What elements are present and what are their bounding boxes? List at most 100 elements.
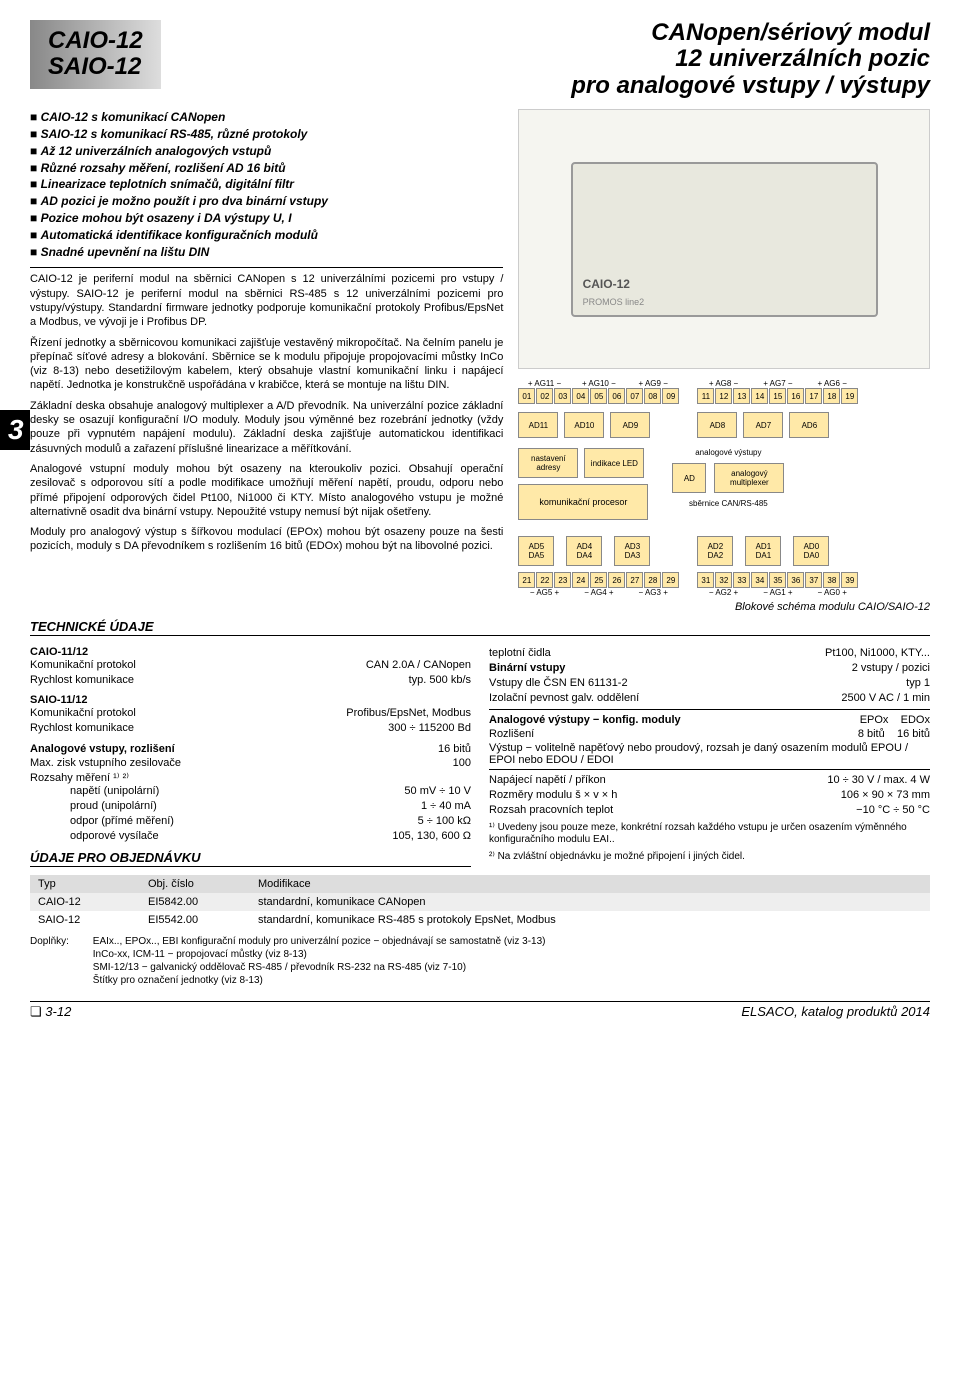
addons: Doplňky: EAIx.., EPOx.., EBI konfiguračn…: [30, 935, 930, 987]
terminal: 08: [644, 388, 661, 404]
feature-item: SAIO-12 s komunikací RS-485, různé proto…: [30, 126, 503, 143]
adda-box: AD2DA2: [697, 536, 733, 566]
body-text: CAIO-12 je periferní modul na sběrnici C…: [30, 272, 503, 553]
terminal: 16: [787, 388, 804, 404]
terminal: 38: [823, 572, 840, 588]
order-col-mod: Modifikace: [250, 875, 930, 893]
page-number: 3-12: [30, 1004, 71, 1020]
title-line-3: pro analogové vstupy / výstupy: [171, 73, 930, 99]
feature-item: AD pozici je možno použít i pro dva biná…: [30, 193, 503, 210]
title-line-2: 12 univerzálních pozic: [171, 46, 930, 72]
device-image: [571, 162, 878, 317]
page-title: CANopen/sériový modul 12 univerzálních p…: [161, 20, 930, 99]
title-line-1: CANopen/sériový modul: [171, 20, 930, 46]
addon-line: Štítky pro označení jednotky (viz 8-13): [93, 974, 923, 987]
ag-label: + AG10 −: [573, 379, 625, 388]
paragraph: Analogové vstupní moduly mohou být osaze…: [30, 462, 503, 519]
addr-box: nastavení adresy: [518, 448, 578, 478]
tech-group-title: CAIO-11/12: [30, 646, 471, 658]
ao-note: Výstup − volitelně napěťový nebo proudov…: [489, 742, 930, 766]
tech-col-left: CAIO-11/12 Komunikační protokolCAN 2.0A …: [30, 646, 471, 870]
ag-label: + AG8 −: [697, 379, 749, 388]
order-row: SAIO-12EI5542.00standardní, komunikace R…: [30, 911, 930, 929]
terminal: 03: [554, 388, 571, 404]
section-header-order: ÚDAJE PRO OBJEDNÁVKU: [30, 850, 471, 867]
terminal: 22: [536, 572, 553, 588]
model-box: CAIO-12 SAIO-12: [30, 20, 161, 89]
adda-box: AD1DA1: [745, 536, 781, 566]
feature-list: CAIO-12 s komunikací CANopen SAIO-12 s k…: [30, 109, 503, 260]
feature-item: Až 12 univerzálních analogových vstupů: [30, 143, 503, 160]
ag-label: − AG4 +: [573, 588, 625, 597]
adda-box: AD5DA5: [518, 536, 554, 566]
terminal: 27: [626, 572, 643, 588]
ad-box: AD7: [743, 412, 783, 438]
terminal: 04: [572, 388, 589, 404]
bus-label: sběrnice CAN/RS-485: [672, 499, 784, 508]
addon-line: EAIx.., EPOx.., EBI konfigurační moduly …: [93, 935, 923, 948]
terminal: 01: [518, 388, 535, 404]
addons-label: Doplňky:: [30, 935, 90, 948]
terminal: 36: [787, 572, 804, 588]
model-2: SAIO-12: [48, 54, 143, 80]
ad-box: AD9: [610, 412, 650, 438]
feature-item: Automatická identifikace konfiguračních …: [30, 227, 503, 244]
ag-label: + AG11 −: [518, 379, 570, 388]
page-footer: 3-12 ELSACO, katalog produktů 2014: [30, 1001, 930, 1020]
proc-box: komunikační procesor: [518, 484, 648, 520]
paragraph: CAIO-12 je periferní modul na sběrnici C…: [30, 272, 503, 329]
section-header-tech: TECHNICKÉ ÚDAJE: [30, 619, 930, 636]
led-box: indikace LED: [584, 448, 644, 478]
terminal: 23: [554, 572, 571, 588]
order-col-type: Typ: [30, 875, 140, 893]
ad-box: AD8: [697, 412, 737, 438]
order-table: Typ Obj. číslo Modifikace CAIO-12EI5842.…: [30, 875, 930, 929]
feature-item: Pozice mohou být osazeny i DA výstupy U,…: [30, 210, 503, 227]
terminal: 05: [590, 388, 607, 404]
model-1: CAIO-12: [48, 28, 143, 54]
ag-label: + AG6 −: [806, 379, 858, 388]
footnote-2: ²⁾ Na zvláštní objednávku je možné připo…: [489, 851, 930, 864]
tech-group-title: SAIO-11/12: [30, 694, 471, 706]
ad-box: AD11: [518, 412, 558, 438]
terminal: 24: [572, 572, 589, 588]
terminal: 12: [715, 388, 732, 404]
terminal: 39: [841, 572, 858, 588]
adda-box: AD3DA3: [614, 536, 650, 566]
ag-label: − AG3 +: [627, 588, 679, 597]
ag-label: − AG2 +: [697, 588, 749, 597]
terminal: 26: [608, 572, 625, 588]
ag-label: − AG5 +: [518, 588, 570, 597]
terminal: 29: [662, 572, 679, 588]
ag-label: + AG9 −: [627, 379, 679, 388]
terminal: 02: [536, 388, 553, 404]
terminal: 33: [733, 572, 750, 588]
order-row: CAIO-12EI5842.00standardní, komunikace C…: [30, 893, 930, 911]
section-header-characteristics: [30, 266, 503, 268]
paragraph: Moduly pro analogový výstup s šířkovou m…: [30, 525, 503, 554]
terminal: 25: [590, 572, 607, 588]
footnote-1: ¹⁾ Uvedeny jsou pouze meze, konkrétní ro…: [489, 822, 930, 847]
terminal: 14: [751, 388, 768, 404]
section-tab: 3: [0, 410, 30, 450]
paragraph: Řízení jednotky a sběrnicovou komunikaci…: [30, 336, 503, 393]
paragraph: Základní deska obsahuje analogový multip…: [30, 399, 503, 456]
ag-label: − AG0 +: [806, 588, 858, 597]
addon-line: SMI-12/13 − galvanický oddělovač RS-485 …: [93, 961, 923, 974]
ag-label: − AG1 +: [752, 588, 804, 597]
block-diagram: + AG11 − + AG10 − + AG9 − 01 02 03 04 05…: [518, 379, 930, 613]
feature-item: CAIO-12 s komunikací CANopen: [30, 109, 503, 126]
header: CAIO-12 SAIO-12 CANopen/sériový modul 12…: [30, 20, 930, 99]
ranges-label: Rozsahy měření ¹⁾ ²⁾: [30, 771, 471, 784]
terminal: 35: [769, 572, 786, 588]
ag-label: + AG7 −: [752, 379, 804, 388]
terminal: 28: [644, 572, 661, 588]
terminal: 21: [518, 572, 535, 588]
terminal: 06: [608, 388, 625, 404]
footer-right: ELSACO, katalog produktů 2014: [741, 1004, 930, 1020]
terminal: 34: [751, 572, 768, 588]
ad-box: AD10: [564, 412, 604, 438]
terminal: 13: [733, 388, 750, 404]
diagram-caption: Blokové schéma modulu CAIO/SAIO-12: [518, 601, 930, 613]
product-photo: [518, 109, 930, 369]
